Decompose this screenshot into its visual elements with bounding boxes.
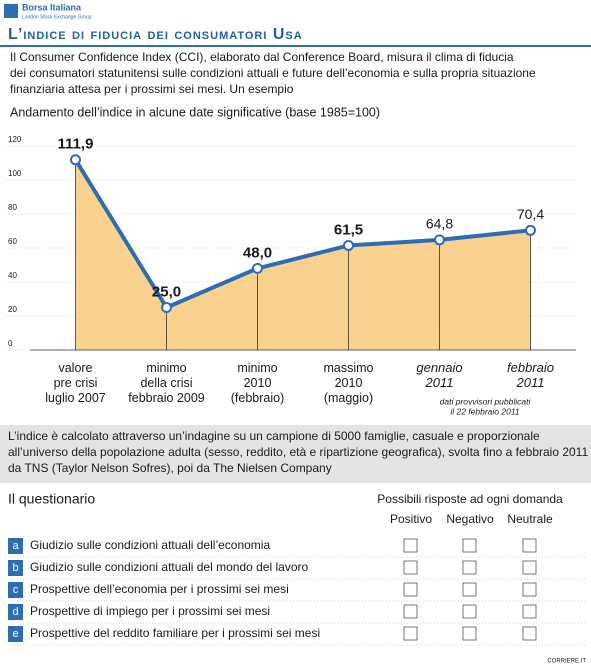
y-tick-label: 100 (8, 169, 22, 178)
letter-box (8, 582, 23, 598)
point (70, 154, 81, 166)
row-letter: a (12, 540, 19, 552)
chart-title: Andamento dell’indice in alcune date sig… (10, 105, 380, 119)
row-letter: c (13, 584, 19, 596)
x-tick-label: massimo 2010 (maggio) (323, 361, 373, 405)
x-tick-label: gennaio 2011 (416, 360, 462, 390)
chart-note: il 22 febbraio 2011 (450, 406, 520, 416)
letter-box (8, 626, 23, 642)
point (252, 262, 263, 274)
credit: CORRIERE.IT (547, 659, 586, 665)
checkbox (462, 604, 477, 619)
point (434, 234, 445, 246)
checkbox (403, 626, 418, 641)
checkbox (522, 582, 537, 597)
y-tick-label: 80 (8, 203, 17, 212)
row-text: Prospettive del reddito familiare per i … (30, 626, 320, 640)
checkbox (403, 582, 418, 597)
box-note-line: da TNS (Taylor Nelson Sofres), poi da Th… (8, 461, 332, 475)
questionnaire-title: Il questionario (8, 491, 95, 507)
point (343, 239, 354, 251)
logo-mark (4, 4, 18, 18)
row-text: Giudizio sulle condizioni attuali dell’e… (30, 538, 270, 552)
line (73, 158, 531, 310)
point (161, 302, 172, 313)
answers-title: Possibili risposte ad ogni domanda (377, 492, 563, 506)
row-letter: e (12, 628, 18, 640)
value-label: 70,4 (517, 206, 544, 222)
chart-note: dati provvisori pubblicati (440, 396, 532, 406)
row-letter: d (12, 606, 18, 618)
x-tick-label: febbraio 2011 (507, 360, 554, 390)
y-tick-label: 60 (8, 237, 17, 246)
y-tick-label: 120 (8, 135, 22, 144)
row-letter: b (12, 562, 18, 574)
box-note-line: all’universo della popolazione adulta (s… (8, 445, 588, 459)
title: L’indice di fiducia dei consumatori Usa (8, 26, 303, 43)
letter-box (8, 538, 23, 554)
checkbox (403, 560, 418, 575)
point (525, 224, 536, 236)
checkbox (403, 604, 418, 619)
answer-header: Negativo (446, 512, 494, 526)
row-text: Prospettive di impiego per i prossimi se… (30, 604, 270, 618)
checkbox (522, 604, 537, 619)
value-label: 48,0 (243, 244, 272, 261)
checkbox (522, 538, 537, 553)
value-label: 64,8 (426, 216, 453, 232)
brand-sub: London Stock Exchange Group (22, 14, 92, 20)
row-text: Prospettive dell’economia per i prossimi… (30, 582, 289, 596)
y-tick-label: 40 (8, 271, 17, 280)
answer-header: Positivo (390, 512, 432, 526)
intro-line: Il Consumer Confidence Index (CCI), elab… (10, 50, 514, 64)
checkbox (462, 538, 477, 553)
letter-box (8, 604, 23, 620)
note-box (0, 425, 591, 483)
checkbox (522, 560, 537, 575)
letter-box (8, 560, 23, 576)
row-text: Giudizio sulle condizioni attuali del mo… (30, 560, 308, 574)
checkbox (522, 626, 537, 641)
x-tick-label: minimo della crisi febbraio 2009 (128, 361, 205, 405)
checkbox (462, 560, 477, 575)
area (75, 159, 531, 350)
intro-line: finanziaria attesa per i prossimi sei me… (10, 82, 294, 96)
x-tick-label: valore pre crisi luglio 2007 (45, 361, 106, 405)
intro-line: dei consumatori statunitensi sulle condi… (10, 66, 536, 80)
value-label: 111,9 (58, 136, 94, 153)
y-tick-label: 20 (8, 305, 17, 314)
answer-header: Neutrale (507, 512, 553, 526)
checkbox (403, 538, 418, 553)
checkbox (462, 626, 477, 641)
x-tick-label: minimo 2010 (febbraio) (231, 361, 285, 405)
value-label: 25,0 (152, 283, 181, 300)
box-note-line: L’indice è calcolato attraverso un’indag… (8, 429, 540, 443)
brand: Borsa Italiana (22, 2, 82, 12)
value-label: 61,5 (334, 221, 363, 238)
checkbox (462, 582, 477, 597)
y-tick-label: 0 (8, 339, 13, 348)
